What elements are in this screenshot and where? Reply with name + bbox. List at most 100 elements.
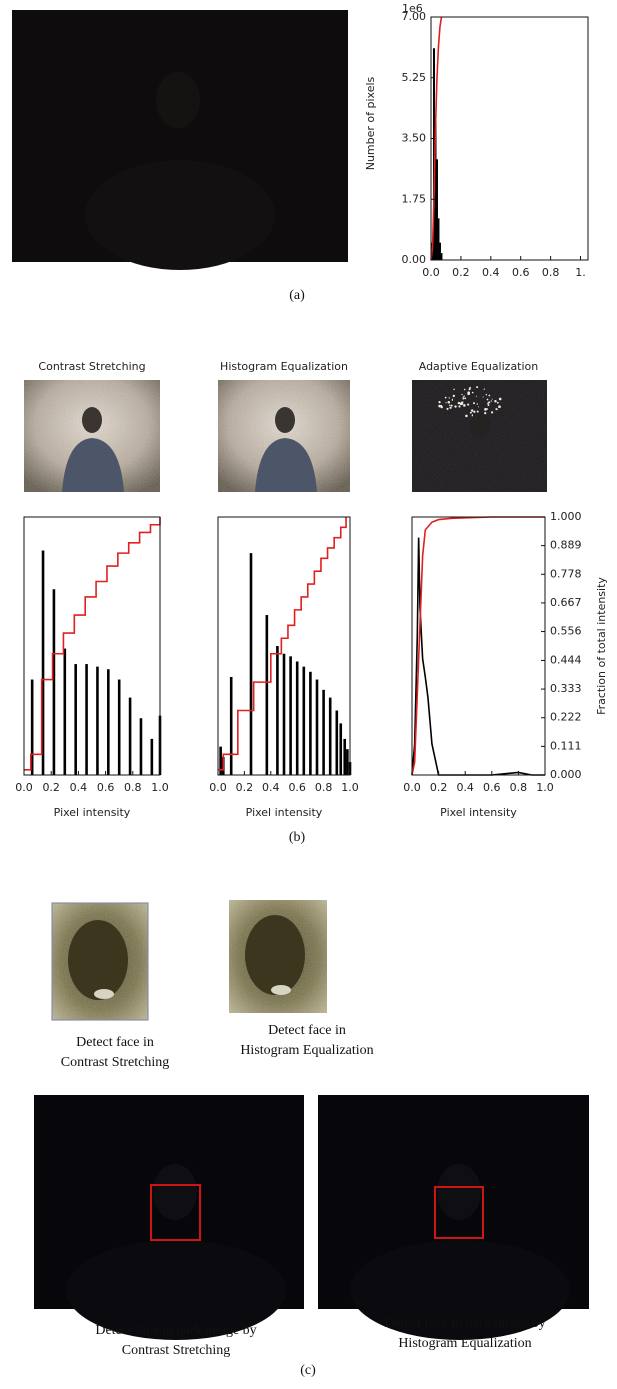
histogram-bar xyxy=(339,723,343,775)
x-axis-label: Pixel intensity xyxy=(54,806,131,819)
panel-caption: (a) xyxy=(289,288,305,303)
sparkle xyxy=(454,405,457,408)
sparkle xyxy=(458,405,461,408)
detection-caption: Detect face in dark image by xyxy=(384,1316,545,1331)
x-tick-label: 0.4 xyxy=(70,781,88,794)
face-crop xyxy=(229,900,327,1013)
sparkle xyxy=(484,411,487,415)
crop-caption: Contrast Stretching xyxy=(61,1055,170,1070)
x-tick-label: 0.2 xyxy=(236,781,254,794)
histogram-bar xyxy=(128,697,132,775)
histogram-bar xyxy=(346,749,349,775)
panel-caption: (b) xyxy=(289,830,306,845)
x-tick-label: 1.0 xyxy=(341,781,359,794)
histogram-bar xyxy=(328,697,332,775)
sparkle xyxy=(438,404,441,408)
y2-axis-label: Fraction of total intensity xyxy=(595,577,608,715)
y2-tick-label: 0.333 xyxy=(550,682,582,695)
sparkle xyxy=(496,408,498,411)
dark-detection-photo xyxy=(34,1095,304,1340)
x-tick-label: 0.0 xyxy=(403,781,421,794)
sparkle xyxy=(495,400,497,402)
sparkle xyxy=(450,404,453,407)
x-tick-label: 1.0 xyxy=(151,781,169,794)
dark-detection-photo xyxy=(318,1095,589,1340)
sparkle xyxy=(457,401,461,405)
x-tick-label: 0.4 xyxy=(456,781,474,794)
histogram-bar xyxy=(52,589,56,775)
histogram-bar xyxy=(229,676,233,775)
histogram-bar xyxy=(107,669,110,775)
cdf-line xyxy=(411,516,545,776)
sparkle xyxy=(463,395,465,397)
x-tick-label: 0.8 xyxy=(315,781,333,794)
sparkle xyxy=(496,401,499,404)
sparkle xyxy=(463,388,466,391)
sparkle xyxy=(451,399,453,401)
x-tick-label: 0.6 xyxy=(512,266,530,279)
sparkle xyxy=(490,400,492,402)
histogram-bar xyxy=(440,253,443,260)
x-tick-label: 0.6 xyxy=(97,781,115,794)
sparkle xyxy=(486,408,489,410)
sparkle xyxy=(477,406,479,408)
sparkle xyxy=(440,406,443,409)
sparkle xyxy=(467,403,470,406)
sparkle xyxy=(485,393,488,396)
sparkle xyxy=(453,388,455,391)
histogram-bar xyxy=(289,656,292,775)
histogram-bar xyxy=(85,664,88,775)
x-tick-label: 1. xyxy=(575,266,586,279)
sparkle xyxy=(473,402,476,405)
x-tick-label: 0.8 xyxy=(124,781,142,794)
sparkle xyxy=(438,401,441,404)
y2-tick-label: 0.111 xyxy=(550,739,582,752)
sparkle xyxy=(460,402,464,405)
histogram-bar xyxy=(295,661,299,775)
photo-adaptive xyxy=(412,380,547,492)
histogram-bar xyxy=(117,679,121,775)
sparkle xyxy=(444,396,447,399)
histogram-bar xyxy=(437,218,440,260)
sparkle xyxy=(469,411,472,414)
sparkle xyxy=(471,391,474,394)
histogram-bar xyxy=(432,48,435,260)
sparkle xyxy=(448,397,450,399)
histogram-bar xyxy=(335,710,339,775)
crop-caption: Detect face in xyxy=(268,1023,346,1038)
x-tick-label: 0.6 xyxy=(288,781,306,794)
y-tick-label: 0.00 xyxy=(402,253,427,266)
face-box xyxy=(434,1186,484,1239)
histogram-bar xyxy=(74,664,77,775)
histogram-bar xyxy=(438,242,441,260)
histogram-bar xyxy=(96,666,99,775)
cdf-line xyxy=(218,517,347,771)
histogram-bar xyxy=(63,648,67,775)
crop-caption: Detect face in xyxy=(76,1035,154,1050)
x-tick-label: 0.8 xyxy=(542,266,560,279)
y-tick-label: 7.00 xyxy=(402,10,427,23)
y2-tick-label: 0.000 xyxy=(550,768,582,781)
sparkle xyxy=(498,405,501,409)
x-axis-label: Pixel intensity xyxy=(440,806,517,819)
x-axis-label: Pixel intensity xyxy=(246,806,323,819)
y-tick-label: 5.25 xyxy=(402,71,427,84)
histogram-bar xyxy=(41,550,45,775)
sparkle xyxy=(482,396,484,398)
sparkle xyxy=(486,398,489,401)
x-tick-label: 0.0 xyxy=(15,781,33,794)
x-tick-label: 0.2 xyxy=(430,781,448,794)
sparkle xyxy=(470,409,474,412)
y-tick-label: 3.50 xyxy=(402,132,427,145)
sparkle xyxy=(447,401,451,404)
sparkle xyxy=(462,396,464,398)
panel-caption: (c) xyxy=(300,1363,316,1378)
plot-frame xyxy=(430,16,589,261)
x-tick-label: 0.8 xyxy=(510,781,528,794)
histogram-bar xyxy=(249,553,253,775)
detection-caption: Contrast Stretching xyxy=(122,1343,231,1358)
sparkle xyxy=(488,394,491,397)
cdf-line xyxy=(24,517,161,771)
plot-frame xyxy=(411,516,546,776)
y2-tick-label: 1.000 xyxy=(550,510,582,523)
